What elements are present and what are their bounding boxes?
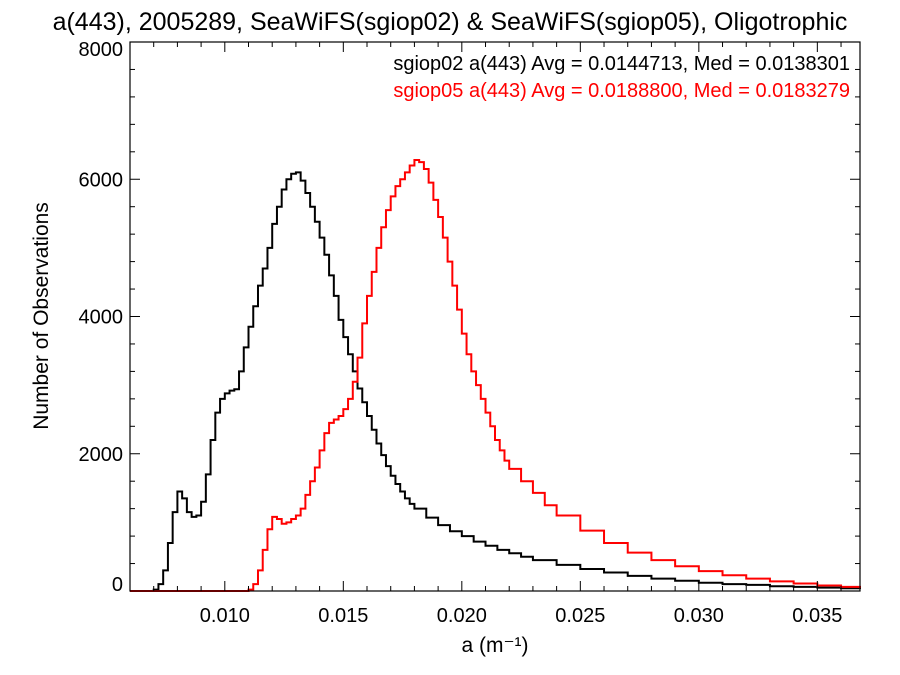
series-layer	[130, 159, 861, 592]
x-tick-label: 0.025	[555, 605, 605, 627]
y-tick-label: 8000	[79, 39, 124, 61]
y-axis: 0 2000 4000 6000 8000	[79, 39, 860, 596]
y-axis-label: Number of Observations	[30, 202, 53, 430]
plot-frame	[129, 41, 861, 592]
x-tick-label: 0.020	[437, 605, 487, 627]
x-axis: 0.010 0.015 0.020 0.025 0.030 0.035	[153, 42, 842, 627]
y-tick-label: 2000	[79, 444, 124, 466]
x-tick-label: 0.015	[318, 605, 368, 627]
x-tick-label: 0.030	[674, 605, 724, 627]
x-tick-label: 0.035	[792, 605, 842, 627]
y-tick-label: 4000	[79, 307, 124, 329]
y-tick-label: 0	[112, 574, 123, 596]
histogram-series-1	[130, 159, 861, 592]
annotation-sgiop05-stats: sgiop05 a(443) Avg = 0.0188800, Med = 0.…	[393, 80, 850, 102]
histogram-series-0	[130, 171, 861, 592]
y-tick-label: 6000	[79, 169, 124, 191]
x-axis-label: a (m⁻¹)	[461, 634, 528, 657]
annotation-sgiop02-stats: sgiop02 a(443) Avg = 0.0144713, Med = 0.…	[393, 53, 850, 75]
chart-title: a(443), 2005289, SeaWiFS(sgiop02) & SeaW…	[53, 8, 848, 36]
x-tick-label: 0.010	[200, 605, 250, 627]
